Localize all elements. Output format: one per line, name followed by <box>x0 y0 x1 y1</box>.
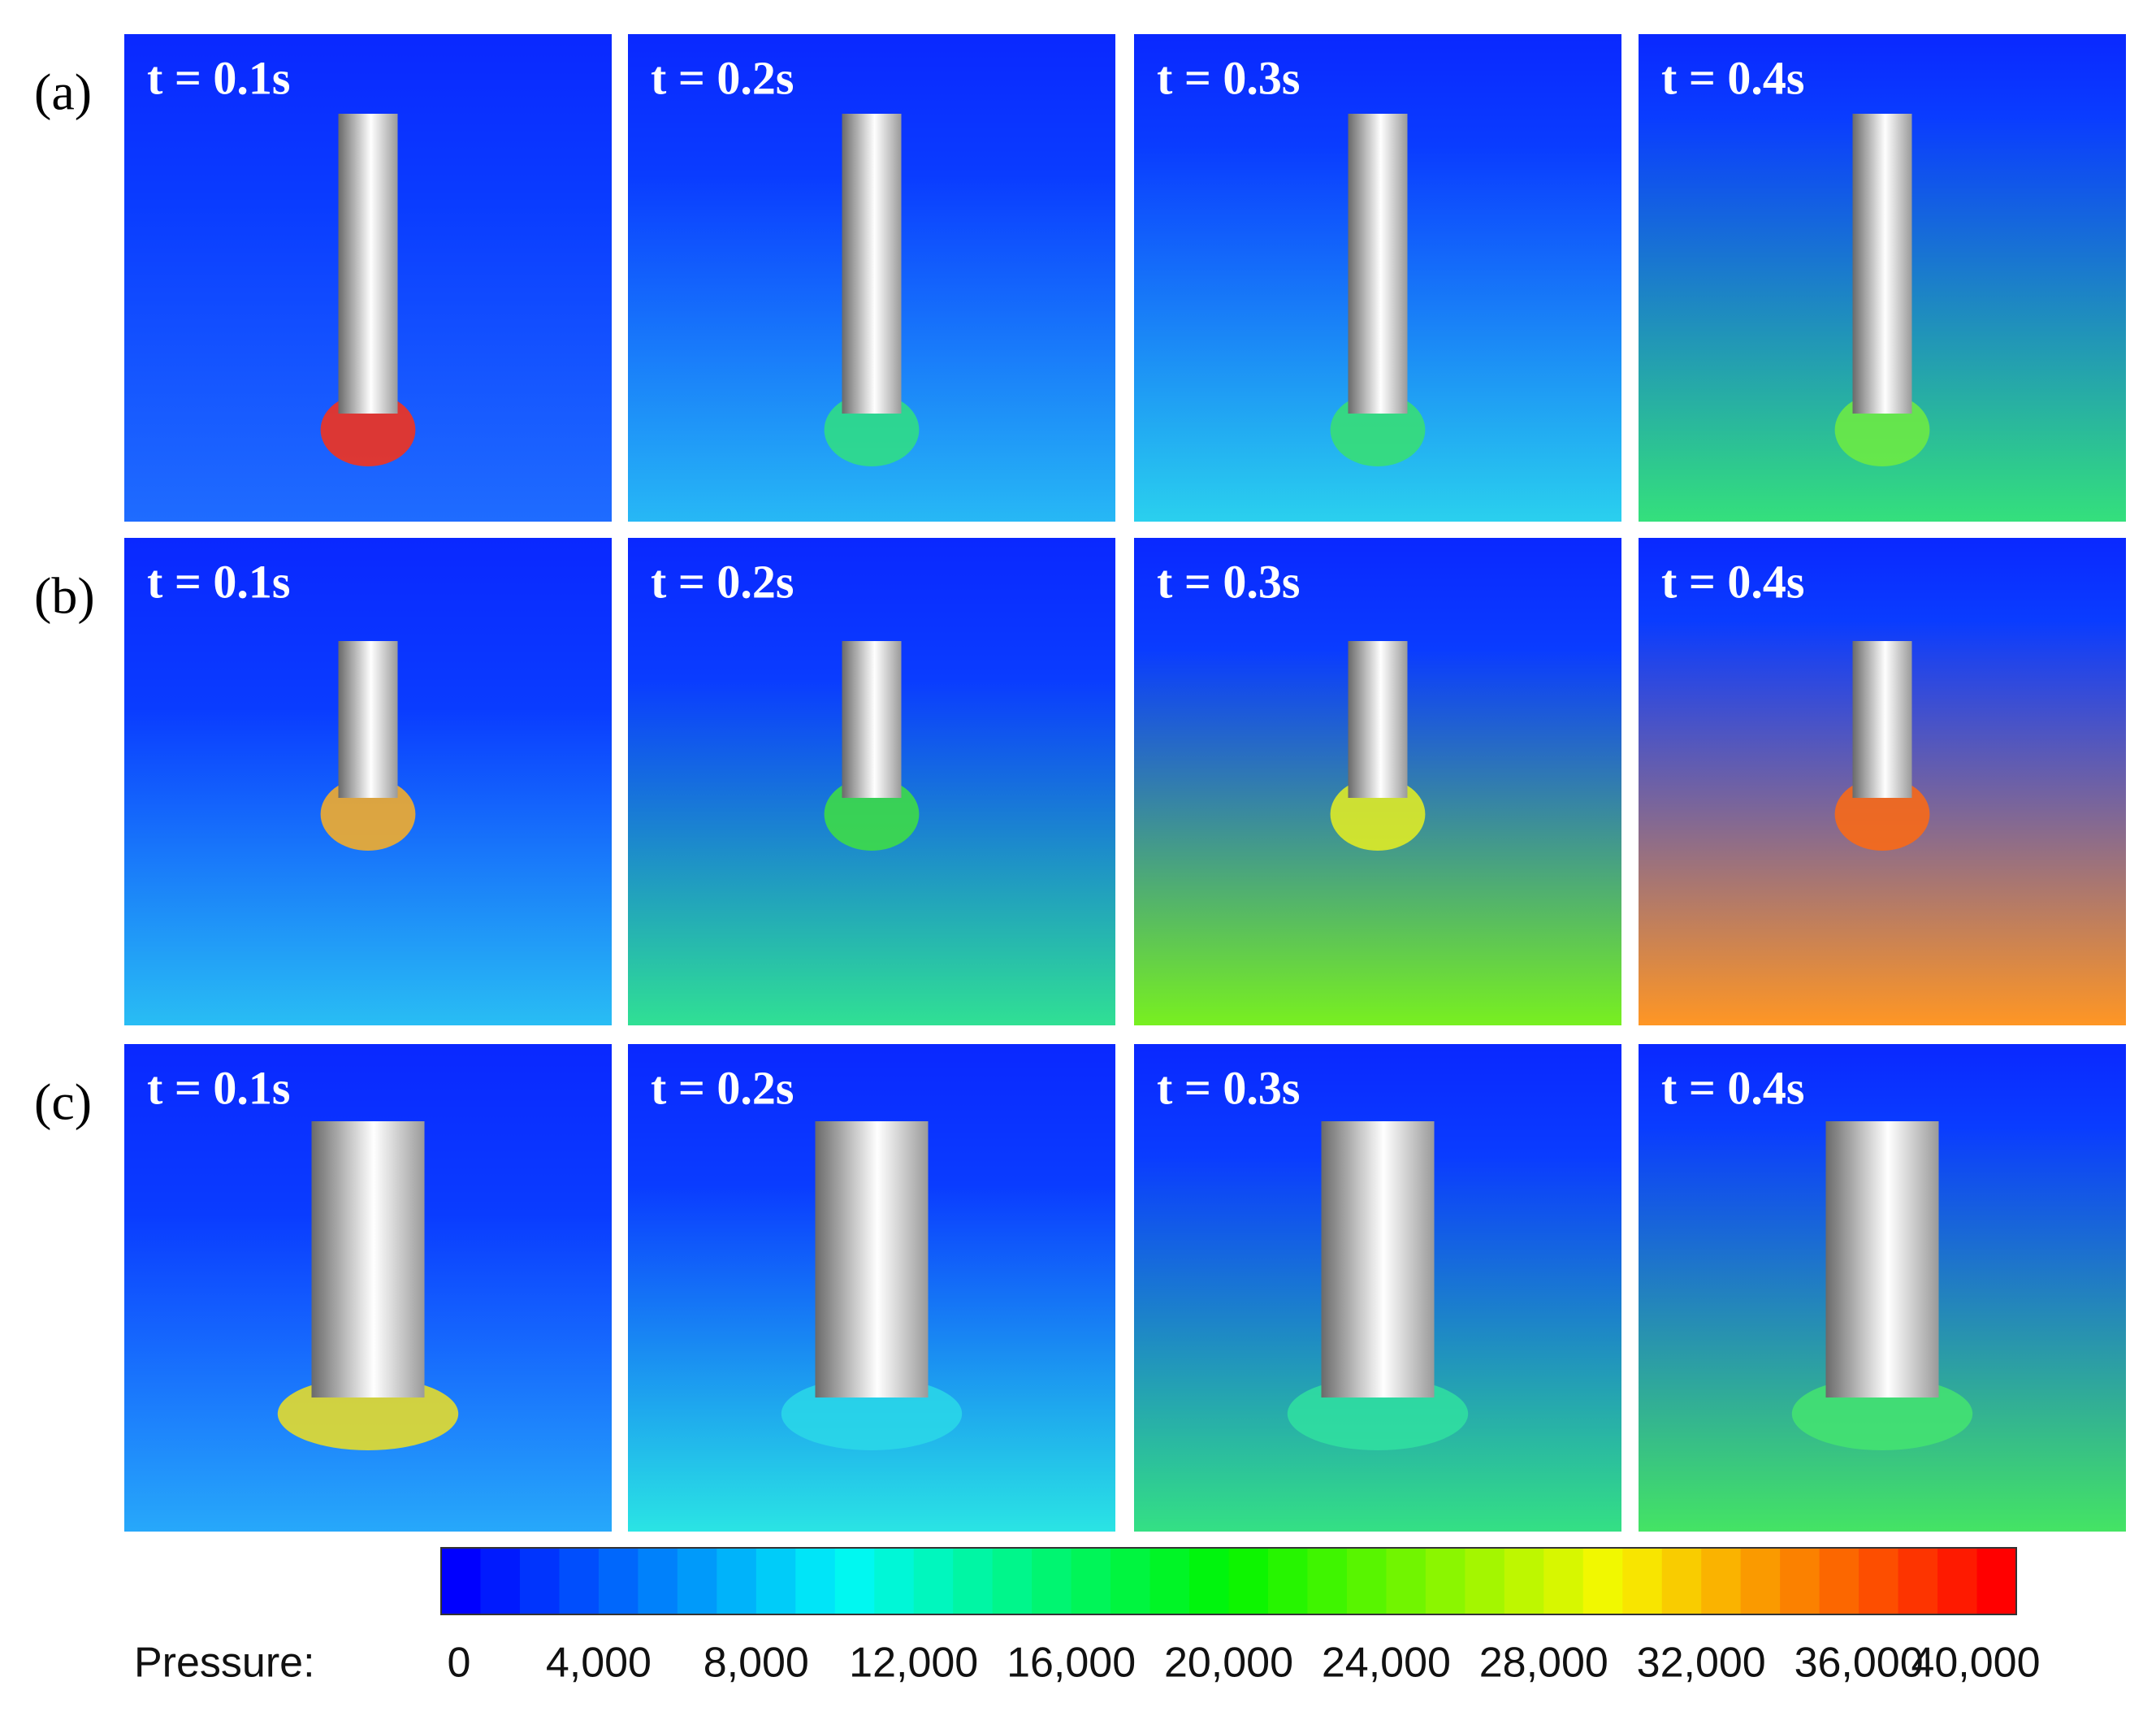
colorbar-band <box>1937 1548 1978 1614</box>
row-label: (c) <box>34 1073 92 1131</box>
time-label: t = 0.1s <box>147 555 290 608</box>
colorbar-band <box>913 1548 954 1614</box>
cylinder <box>815 1121 929 1398</box>
row-label: (a) <box>34 63 92 121</box>
colorbar-band <box>1267 1548 1308 1614</box>
colorbar-band <box>1346 1548 1387 1614</box>
colorbar-tick: 24,000 <box>1322 1640 1451 1687</box>
colorbar-band <box>755 1548 796 1614</box>
time-label: t = 0.4s <box>1661 1061 1804 1114</box>
colorbar-band <box>834 1548 875 1614</box>
colorbar-band <box>1819 1548 1859 1614</box>
colorbar-band <box>874 1548 915 1614</box>
colorbar-tick: 40,000 <box>1911 1640 2040 1687</box>
colorbar-tick: 20,000 <box>1164 1640 1293 1687</box>
colorbar-band <box>1622 1548 1663 1614</box>
colorbar-band <box>992 1548 1033 1614</box>
colorbar-band <box>1898 1548 1938 1614</box>
colorbar-band <box>1859 1548 1899 1614</box>
colorbar-band <box>1149 1548 1190 1614</box>
colorbar-band <box>1189 1548 1229 1614</box>
cylinder <box>1348 114 1408 414</box>
colorbar-tick: 0 <box>448 1640 471 1687</box>
colorbar-tick: 8,000 <box>704 1640 809 1687</box>
colorbar-band <box>1071 1548 1111 1614</box>
colorbar-band <box>1504 1548 1544 1614</box>
cylinder <box>311 1121 425 1398</box>
colorbar-band <box>559 1548 600 1614</box>
colorbar-band <box>1425 1548 1465 1614</box>
time-label: t = 0.3s <box>1157 1061 1300 1114</box>
colorbar-band <box>441 1548 481 1614</box>
colorbar-tick: 12,000 <box>849 1640 978 1687</box>
row-label: (b) <box>34 567 95 625</box>
colorbar-band <box>1465 1548 1505 1614</box>
time-label: t = 0.3s <box>1157 51 1300 104</box>
time-label: t = 0.2s <box>651 51 794 104</box>
cylinder <box>1852 114 1912 414</box>
time-label: t = 0.4s <box>1661 51 1804 104</box>
cylinder <box>1825 1121 1939 1398</box>
colorbar-band <box>1661 1548 1702 1614</box>
time-label: t = 0.3s <box>1157 555 1300 608</box>
time-label: t = 0.1s <box>147 51 290 104</box>
time-label: t = 0.2s <box>651 555 794 608</box>
colorbar-band <box>1228 1548 1269 1614</box>
colorbar-band <box>1780 1548 1820 1614</box>
colorbar-band <box>1740 1548 1781 1614</box>
time-label: t = 0.4s <box>1661 555 1804 608</box>
cylinder <box>338 114 398 414</box>
colorbar-frame <box>440 1547 2017 1615</box>
colorbar-band <box>1386 1548 1427 1614</box>
time-label: t = 0.2s <box>651 1061 794 1114</box>
colorbar-tick: 16,000 <box>1007 1640 1136 1687</box>
colorbar-tick: 32,000 <box>1637 1640 1766 1687</box>
colorbar-band <box>1701 1548 1742 1614</box>
colorbar-band <box>717 1548 757 1614</box>
colorbar-label: Pressure: <box>134 1640 315 1687</box>
colorbar-band <box>480 1548 521 1614</box>
colorbar-band <box>519 1548 560 1614</box>
cylinder <box>842 114 902 414</box>
colorbar-band <box>1543 1548 1584 1614</box>
cylinder <box>1348 641 1408 798</box>
colorbar-band <box>953 1548 994 1614</box>
cylinder <box>842 641 902 798</box>
cylinder <box>338 641 398 798</box>
colorbar-band <box>1032 1548 1072 1614</box>
colorbar-band <box>1307 1548 1348 1614</box>
colorbar-tick: 36,000 <box>1795 1640 1924 1687</box>
colorbar-band <box>1976 1548 2017 1614</box>
colorbar-band <box>795 1548 836 1614</box>
colorbar-band <box>1582 1548 1623 1614</box>
cylinder <box>1321 1121 1435 1398</box>
colorbar-band <box>598 1548 639 1614</box>
time-label: t = 0.1s <box>147 1061 290 1114</box>
colorbar-band <box>638 1548 678 1614</box>
colorbar-tick: 4,000 <box>546 1640 652 1687</box>
colorbar-band <box>1110 1548 1151 1614</box>
colorbar-tick: 28,000 <box>1479 1640 1608 1687</box>
colorbar-band <box>677 1548 717 1614</box>
cylinder <box>1852 641 1912 798</box>
